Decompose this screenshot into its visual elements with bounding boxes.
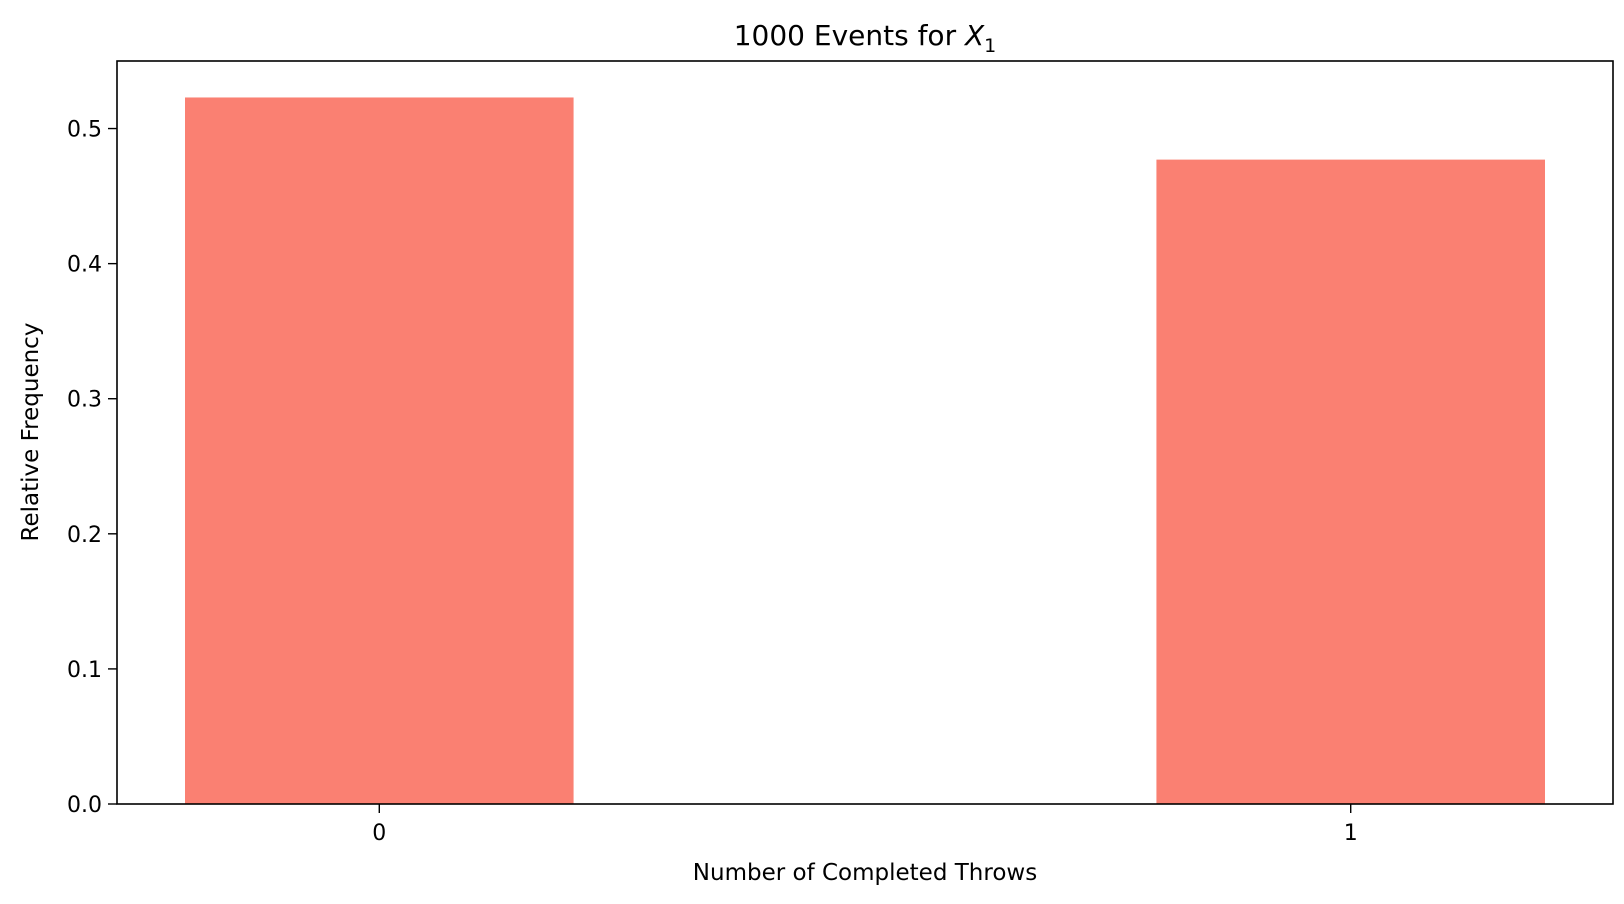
y-axis-label: Relative Frequency	[18, 323, 44, 542]
chart-title-variable: X	[963, 19, 985, 52]
x-axis-label: Number of Completed Throws	[693, 860, 1037, 886]
chart-title-text: 1000 Events for	[734, 19, 965, 52]
y-tick-label: 0.0	[67, 793, 102, 818]
y-tick-label: 0.2	[67, 523, 102, 548]
y-tick-label: 0.5	[67, 118, 102, 143]
y-axis-ticks: 0.0 0.1 0.2 0.3 0.4 0.5	[67, 118, 117, 818]
bars-group	[185, 97, 1545, 805]
chart-title: 1000 Events for X1	[734, 19, 997, 57]
y-tick-label: 0.4	[67, 253, 102, 278]
y-tick-label: 0.3	[67, 388, 102, 413]
axes-frame	[116, 60, 1614, 805]
bar-1	[1156, 159, 1545, 805]
chart-title-subscript: 1	[984, 35, 996, 57]
x-tick-label: 0	[372, 821, 386, 846]
bar-0	[185, 97, 574, 804]
y-tick-label: 0.1	[67, 658, 102, 683]
x-tick-label: 1	[1344, 821, 1358, 846]
